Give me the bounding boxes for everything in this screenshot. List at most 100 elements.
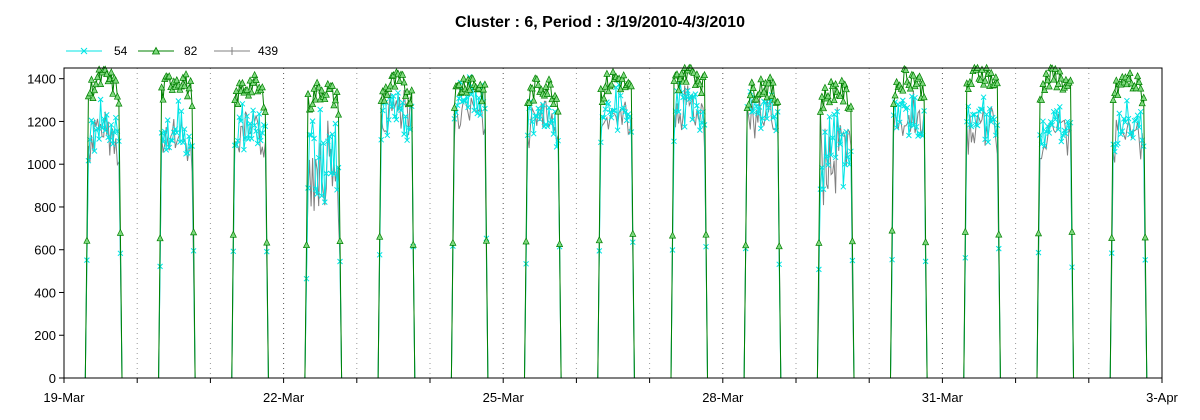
data-point-54 [1063,130,1069,137]
data-point-82 [408,86,416,94]
data-point-82 [1114,90,1122,99]
data-point-82 [383,90,391,98]
data-point-82 [890,99,898,107]
data-point-82 [620,71,628,79]
data-point-82 [838,76,846,84]
data-point-54 [334,186,340,193]
data-point-82 [481,80,489,88]
data-point-82 [1041,85,1049,93]
data-point-82 [1050,75,1058,83]
data-point-54 [256,111,263,117]
data-point-82 [976,75,985,83]
legend-item-82: 82 [138,44,198,58]
x-tick-label: 28-Mar [702,390,744,405]
data-point-82 [1042,69,1050,77]
data-point-82 [261,107,269,115]
data-point-54 [758,125,764,132]
data-point-82 [92,80,100,88]
data-point-54 [1046,130,1053,136]
data-point-82 [188,101,196,110]
data-point-82 [1062,75,1070,83]
data-point-82 [248,88,256,96]
data-point-54 [475,94,482,101]
data-point-54 [764,115,770,122]
data-point-82 [824,92,832,100]
data-point-82 [743,103,751,112]
data-point-82 [919,79,927,87]
data-point-54 [825,162,831,169]
data-point-82 [534,80,542,88]
data-point-54 [837,141,844,148]
y-tick-label: 800 [34,200,56,215]
data-point-82 [1137,84,1145,92]
data-point-82 [1126,68,1134,77]
data-point-82 [821,83,829,91]
data-point-82 [402,91,410,100]
data-point-54 [904,104,911,111]
data-point-54 [974,122,981,129]
data-point-82 [556,239,564,247]
data-point-82 [902,65,910,73]
data-point-82 [315,83,323,91]
data-point-54 [166,144,173,151]
axes [59,67,1163,383]
data-point-82 [702,230,710,238]
data-point-82 [696,80,704,88]
legend-item-439: 439 [214,44,278,58]
data-point-54 [608,114,615,121]
data-point-54 [536,116,543,123]
data-point-54 [90,119,96,126]
y-tick-label: 1200 [27,114,56,129]
data-point-82 [115,99,123,107]
data-point-82 [749,83,757,91]
data-point-82 [598,97,606,105]
data-point-54 [332,120,339,127]
data-point-82 [700,70,709,79]
data-point-82 [618,74,626,83]
data-point-82 [1123,80,1131,88]
legend-label-54: 54 [114,44,128,58]
data-point-54 [1049,122,1056,128]
data-point-54 [393,116,400,123]
data-point-82 [334,110,343,118]
data-point-82 [1039,79,1047,87]
data-point-82 [252,75,260,83]
data-point-54 [686,96,693,103]
data-point-82 [331,96,339,104]
data-point-82 [764,79,773,87]
y-tick-label: 0 [49,371,56,386]
data-point-82 [90,86,99,94]
data-point-54 [602,106,609,113]
data-point-54 [91,148,98,154]
data-point-82 [159,95,167,103]
data-point-54 [1140,143,1147,150]
data-point-82 [760,87,768,95]
data-point-54 [112,114,119,121]
data-point-54 [765,104,772,111]
data-point-54 [1130,134,1136,141]
data-point-82 [251,70,259,78]
data-point-54 [611,107,618,114]
data-point-54 [181,126,188,133]
data-point-82 [675,86,683,94]
data-point-82 [450,103,458,111]
data-point-54 [169,137,176,144]
data-point-82 [920,93,928,101]
data-point-82 [180,81,189,89]
data-point-82 [179,73,187,81]
data-point-54 [901,102,908,109]
data-point-54 [910,122,917,129]
data-point-54 [750,108,757,115]
data-point-82 [304,89,312,98]
data-point-54 [597,139,604,146]
data-point-54 [172,126,179,132]
data-point-82 [89,93,97,101]
data-point-54 [402,113,409,120]
data-point-82 [542,82,550,90]
data-point-54 [970,112,976,118]
data-point-54 [913,123,920,130]
data-point-82 [1140,93,1148,101]
data-point-82 [752,95,760,103]
data-point-54 [610,107,616,114]
legend-label-439: 439 [258,44,278,58]
